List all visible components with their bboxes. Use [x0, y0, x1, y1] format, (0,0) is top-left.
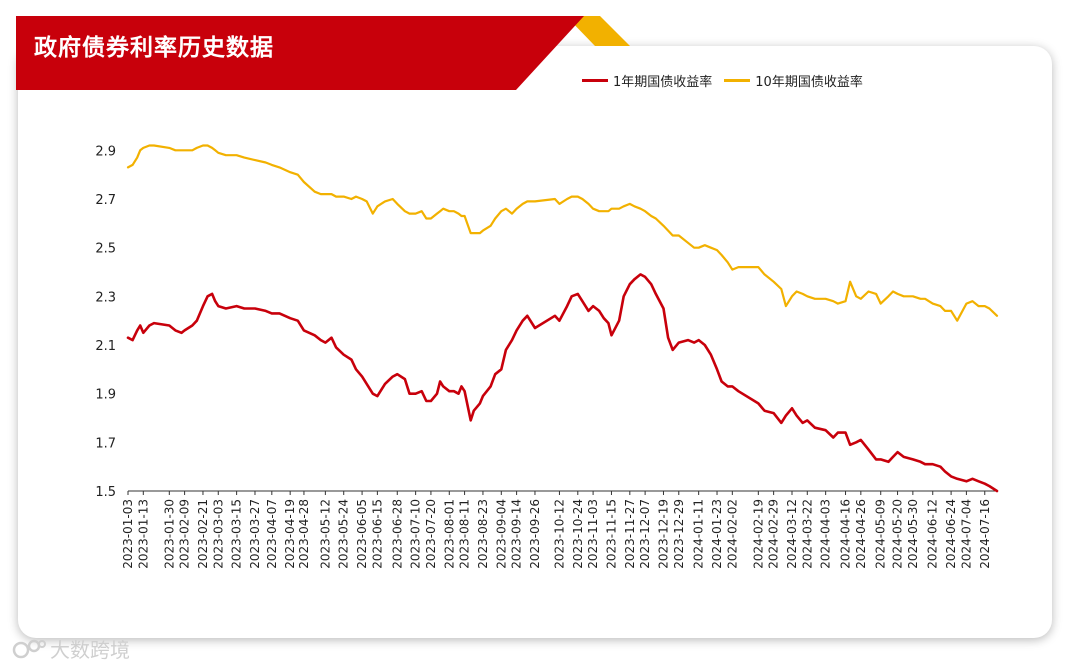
x-tick-label: 2023-11-15: [604, 499, 618, 569]
x-tick-label: 2023-07-10: [409, 499, 423, 569]
watermark: 大数跨境: [12, 634, 130, 663]
x-tick-label: 2024-02-19: [751, 499, 765, 569]
x-tick-label: 2024-04-16: [839, 499, 853, 569]
legend-item-10y[interactable]: 10年期国债收益率: [724, 71, 863, 90]
x-tick-label: 2023-06-15: [370, 499, 384, 569]
x-tick-label: 2023-03-27: [248, 499, 262, 569]
title-banner: [16, 16, 630, 90]
x-tick-label: 2023-08-23: [476, 499, 490, 569]
x-tick-label: 2023-09-14: [510, 499, 524, 569]
legend-label-10y: 10年期国债收益率: [755, 74, 863, 90]
x-tick-label: 2023-10-12: [552, 499, 566, 569]
x-tick-label: 2023-03-03: [211, 499, 225, 569]
x-tick-label: 2024-05-09: [874, 499, 888, 569]
y-tick-label: 1.5: [95, 485, 116, 500]
x-tick-label: 2023-12-29: [672, 499, 686, 569]
x-tick-label: 2023-10-24: [571, 499, 585, 569]
x-tick-label: 2023-04-07: [265, 499, 279, 569]
x-tick-label: 2023-02-09: [178, 499, 192, 569]
banner-accent: [566, 16, 630, 46]
x-tick-label: 2023-01-13: [136, 499, 150, 569]
y-tick-label: 2.9: [95, 144, 116, 159]
x-tick-label: 2024-02-29: [767, 499, 781, 569]
x-tick-label: 2024-05-20: [891, 499, 905, 569]
x-tick-label: 2023-12-19: [656, 499, 670, 569]
y-tick-label: 2.5: [95, 242, 116, 257]
x-tick-label: 2023-09-26: [528, 499, 542, 569]
x-tick-label: 2023-07-20: [424, 499, 438, 569]
y-tick-label: 1.9: [95, 388, 116, 403]
legend-item-1y[interactable]: 1年期国债收益率: [582, 71, 712, 90]
x-tick-label: 2024-07-16: [978, 499, 992, 569]
x-tick-label: 2023-04-19: [283, 499, 297, 569]
x-tick-label: 2024-04-03: [819, 499, 833, 569]
y-tick-label: 1.7: [95, 436, 116, 451]
x-tick-label: 2023-01-03: [121, 499, 135, 569]
x-tick-label: 2024-07-04: [959, 499, 973, 569]
x-tick-label: 2024-02-02: [725, 499, 739, 569]
series-layer: [126, 144, 999, 493]
x-tick-label: 2023-05-12: [318, 499, 332, 569]
legend-swatch-1y: [582, 78, 608, 82]
x-tick-label: 2023-11-03: [586, 499, 600, 569]
x-tick-label: 2024-01-23: [710, 499, 724, 569]
y-tick-label: 2.3: [95, 290, 116, 305]
chart-card: [18, 46, 1052, 638]
legend-label-1y: 1年期国债收益率: [613, 74, 713, 90]
x-tick-label: 2024-05-30: [906, 499, 920, 569]
x-tick-label: 2023-09-04: [494, 499, 508, 569]
x-tick-label: 2023-02-21: [196, 499, 210, 569]
banner-background: [16, 16, 584, 90]
x-tick-label: 2023-08-01: [442, 499, 456, 569]
x-tick-label: 2023-08-11: [458, 499, 472, 569]
x-tick-label: 2024-01-11: [692, 499, 706, 569]
x-tick-label: 2023-11-27: [623, 499, 637, 569]
watermark-text: 大数跨境: [50, 638, 130, 662]
x-tick-label: 2023-06-05: [355, 499, 369, 569]
x-tick-label: 2024-03-12: [785, 499, 799, 569]
x-tick-label: 2024-06-12: [926, 499, 940, 569]
x-tick-label: 2024-06-24: [944, 499, 958, 569]
x-tick-label: 2023-01-30: [162, 499, 176, 569]
x-tick-label: 2024-03-22: [800, 499, 814, 569]
x-tick-label: 2023-12-07: [638, 499, 652, 569]
y-tick-label: 2.7: [95, 193, 116, 208]
legend-swatch-10y: [724, 78, 751, 82]
chart-title: 政府债券利率历史数据: [34, 35, 274, 61]
x-tick-label: 2023-05-24: [337, 499, 351, 569]
x-tick-label: 2023-04-28: [297, 499, 311, 569]
watermark-logo-icon: [12, 639, 46, 658]
legend: 1年期国债收益率 10年期国债收益率: [582, 71, 875, 90]
x-tick-label: 2023-03-15: [230, 499, 244, 569]
series-line-10y: [126, 144, 999, 322]
y-axis: 1.5 1.7 1.9 2.1 2.3 2.5 2.7 2.9: [95, 144, 116, 500]
x-tick-label: 2023-06-28: [390, 499, 404, 569]
x-tick-label: 2024-04-26: [854, 499, 868, 569]
y-tick-label: 2.1: [95, 339, 116, 354]
series-line-1y: [126, 273, 999, 493]
x-axis: 2023-01-03 2023-01-13 2023-01-30 2023-02-09…: [121, 490, 997, 569]
